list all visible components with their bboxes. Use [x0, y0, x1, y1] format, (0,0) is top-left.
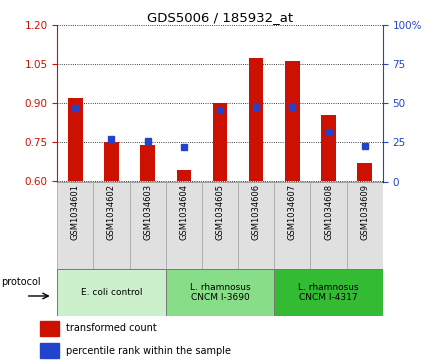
Bar	[249, 58, 264, 182]
Bar	[40, 343, 59, 358]
Bar	[57, 182, 93, 269]
Text: transformed count: transformed count	[66, 323, 157, 333]
Bar	[104, 142, 119, 182]
Bar	[129, 182, 166, 269]
Bar	[40, 321, 59, 336]
Bar	[93, 182, 129, 269]
Text: GSM1034608: GSM1034608	[324, 184, 333, 240]
Title: GDS5006 / 185932_at: GDS5006 / 185932_at	[147, 11, 293, 24]
Bar	[311, 182, 347, 269]
Bar	[285, 61, 300, 182]
Bar	[357, 163, 372, 182]
Bar	[176, 170, 191, 182]
Text: GSM1034602: GSM1034602	[107, 184, 116, 240]
Text: L. rhamnosus
CNCM I-3690: L. rhamnosus CNCM I-3690	[190, 282, 250, 302]
Bar	[213, 103, 227, 182]
Bar	[321, 115, 336, 182]
Bar	[57, 269, 166, 316]
Text: L. rhamnosus
CNCM I-4317: L. rhamnosus CNCM I-4317	[298, 282, 359, 302]
Text: E. coli control: E. coli control	[81, 288, 142, 297]
Bar	[166, 182, 202, 269]
Text: GSM1034604: GSM1034604	[180, 184, 188, 240]
Text: GSM1034603: GSM1034603	[143, 184, 152, 240]
Text: GSM1034606: GSM1034606	[252, 184, 260, 240]
Text: GSM1034607: GSM1034607	[288, 184, 297, 240]
Text: percentile rank within the sample: percentile rank within the sample	[66, 346, 231, 356]
Text: GSM1034605: GSM1034605	[216, 184, 224, 240]
Bar	[274, 269, 383, 316]
Bar	[140, 145, 155, 182]
Bar	[166, 269, 274, 316]
Bar	[238, 182, 274, 269]
Bar	[202, 182, 238, 269]
Bar	[68, 98, 83, 182]
Text: protocol: protocol	[1, 277, 41, 287]
Text: GSM1034609: GSM1034609	[360, 184, 369, 240]
Bar	[274, 182, 311, 269]
Text: GSM1034601: GSM1034601	[71, 184, 80, 240]
Bar	[347, 182, 383, 269]
